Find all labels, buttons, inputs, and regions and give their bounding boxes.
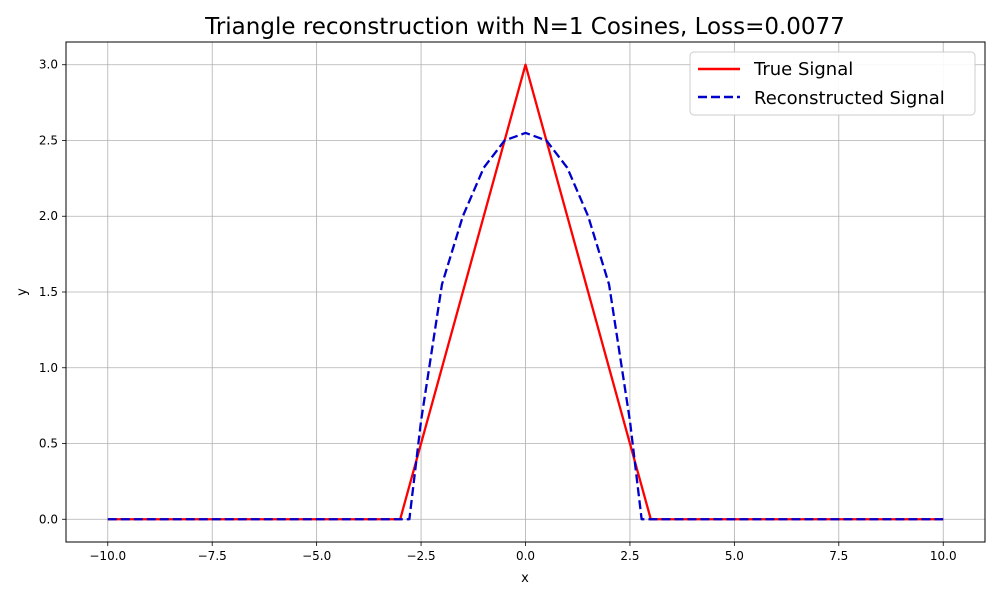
- x-tick-label: 2.5: [620, 549, 639, 563]
- x-tick-label: 0.0: [516, 549, 535, 563]
- y-tick-label: 2.0: [39, 209, 58, 223]
- x-tick-label: 5.0: [725, 549, 744, 563]
- y-tick-label: 1.5: [39, 285, 58, 299]
- x-tick-label: −2.5: [406, 549, 435, 563]
- legend: True Signal Reconstructed Signal: [689, 51, 976, 116]
- chart-title: Triangle reconstruction with N=1 Cosines…: [204, 14, 845, 40]
- legend-label-true-signal: True Signal: [753, 59, 853, 80]
- x-tick-label: 10.0: [930, 549, 957, 563]
- legend-box: [689, 51, 976, 116]
- x-tick-label: −7.5: [198, 549, 227, 563]
- x-tick-label: 7.5: [829, 549, 848, 563]
- y-tick-label: 0.5: [39, 437, 58, 451]
- legend-label-reconstructed-signal: Reconstructed Signal: [754, 88, 945, 109]
- y-axis: 0.0 0.5 1.0 1.5 2.0 2.5 3.0: [39, 58, 66, 526]
- x-axis: −10.0 −7.5 −5.0 −2.5 0.0 2.5 5.0 7.5 10.0: [89, 542, 957, 563]
- x-tick-label: −10.0: [89, 549, 126, 563]
- x-tick-label: −5.0: [302, 549, 331, 563]
- grid: [66, 42, 985, 542]
- y-tick-label: 0.0: [39, 512, 58, 526]
- y-tick-label: 3.0: [39, 58, 58, 72]
- series-line-reconstructed-signal: [107, 131, 944, 521]
- y-tick-label: 2.5: [39, 133, 58, 147]
- plot-area: [107, 63, 944, 521]
- y-axis-label: y: [15, 288, 30, 296]
- x-axis-label: x: [521, 571, 529, 586]
- y-tick-label: 1.0: [39, 361, 58, 375]
